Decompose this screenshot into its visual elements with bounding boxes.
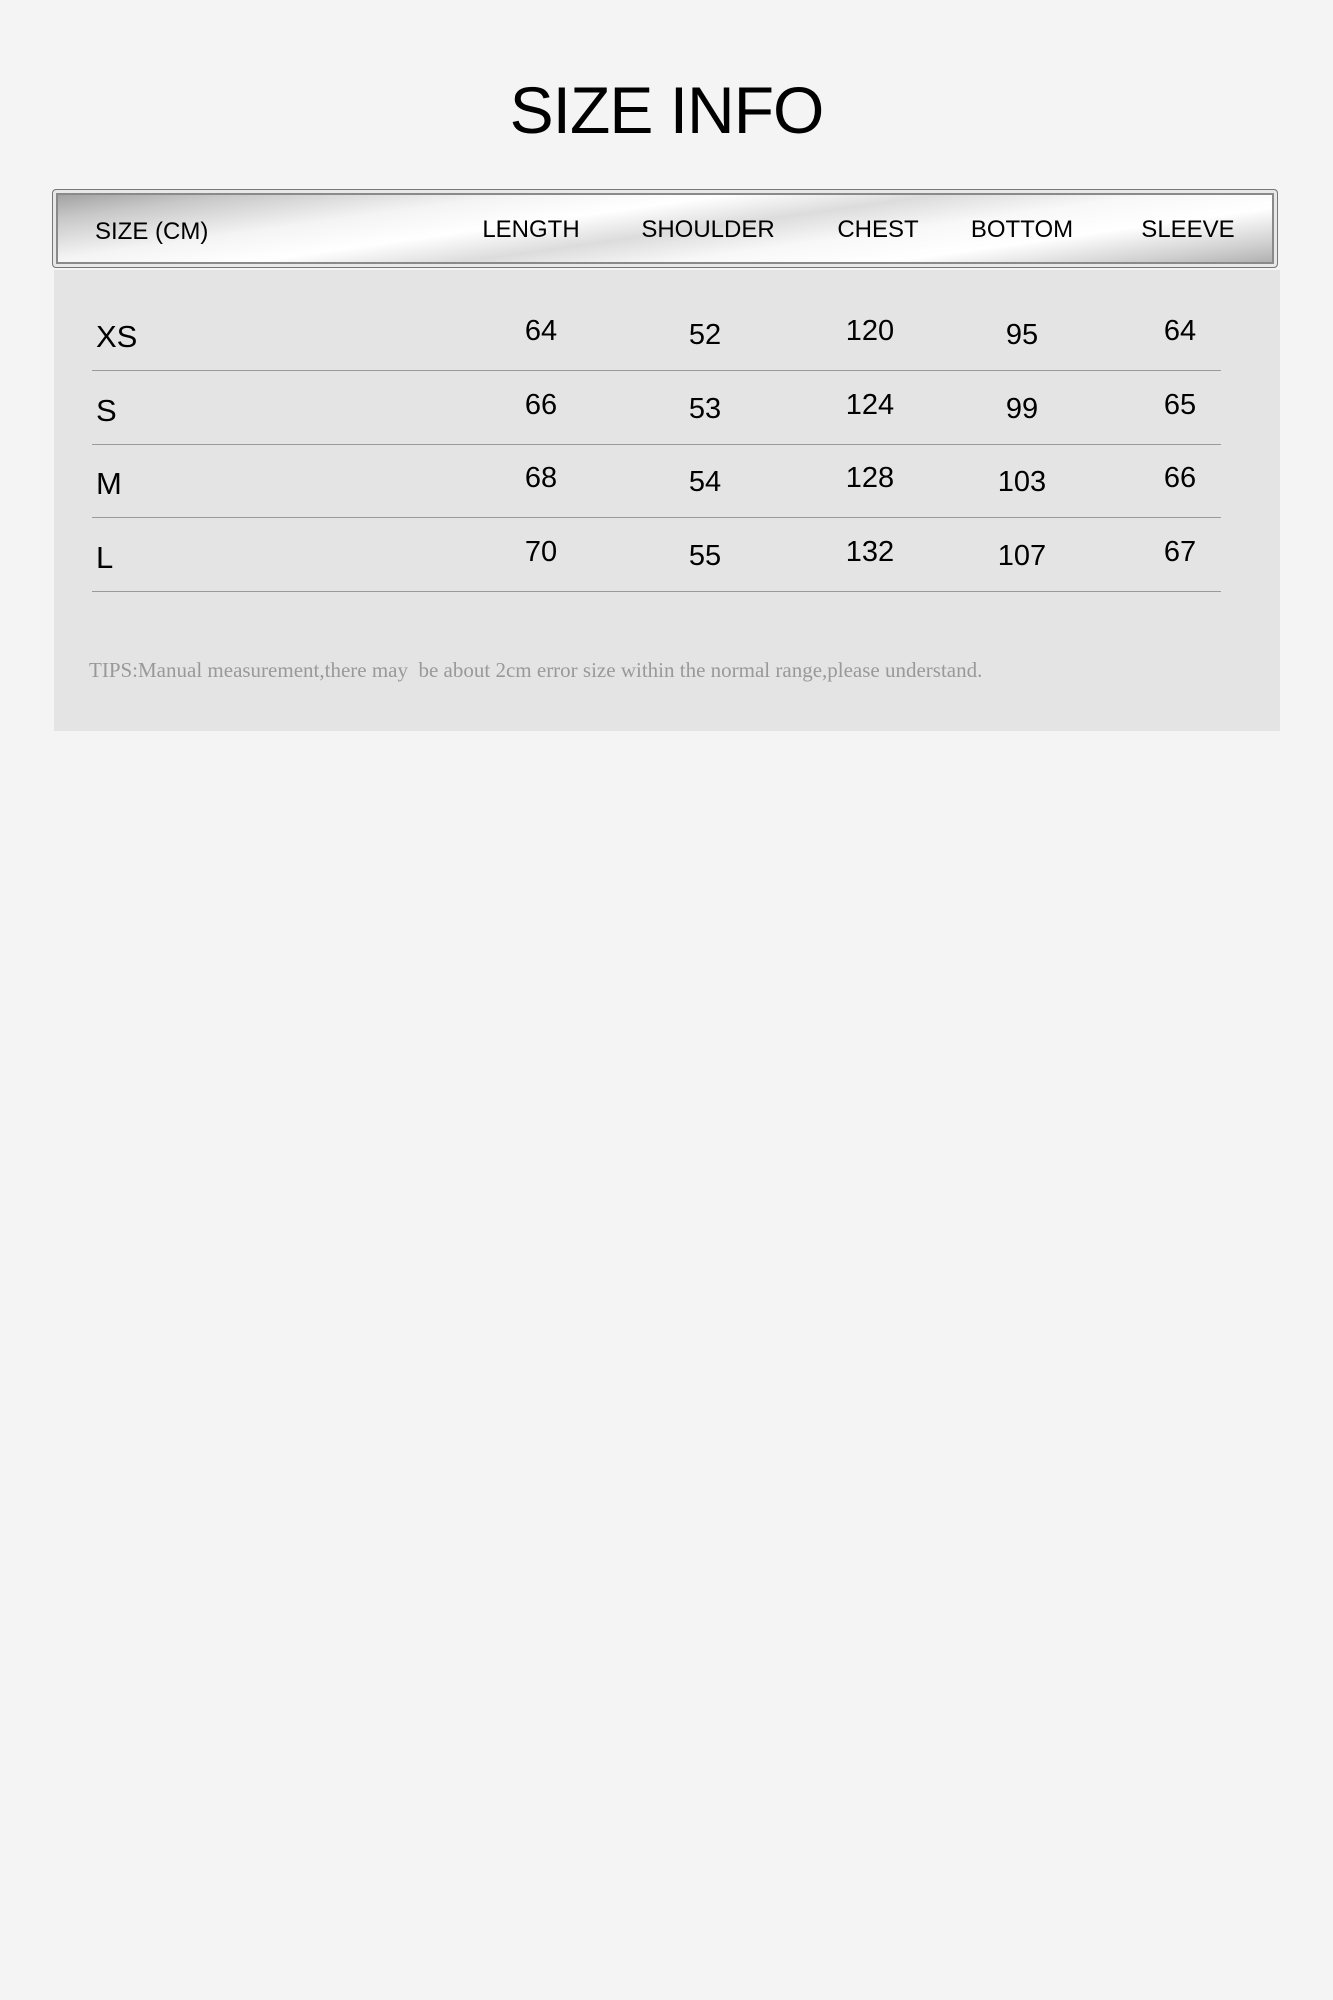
cell-shoulder: 54: [688, 466, 722, 498]
cell-bottom: 107: [997, 539, 1047, 572]
cell-shoulder: 53: [688, 392, 722, 425]
cell-shoulder: 55: [688, 539, 722, 572]
table-row: M 68 54 128 103 66: [92, 444, 1221, 518]
cell-sleeve: 65: [1163, 388, 1197, 421]
cell-bottom: 103: [997, 466, 1047, 498]
size-label: M: [96, 466, 122, 501]
tips-note: TIPS:Manual measurement,there may be abo…: [89, 658, 983, 682]
column-header-chest: CHEST: [837, 216, 919, 243]
cell-shoulder: 52: [688, 319, 722, 351]
cell-length: 70: [524, 535, 558, 568]
table-row: L 70 55 132 107 67: [92, 518, 1221, 592]
cell-chest: 132: [845, 535, 895, 568]
cell-sleeve: 66: [1163, 462, 1197, 494]
size-label: XS: [96, 319, 138, 354]
column-header-length: LENGTH: [482, 216, 580, 243]
size-label: S: [96, 392, 117, 428]
cell-length: 68: [524, 462, 558, 494]
cell-length: 64: [524, 315, 558, 347]
cell-sleeve: 67: [1163, 535, 1197, 568]
table-row: XS 64 52 120 95 64: [92, 297, 1221, 371]
column-header-sleeve: SLEEVE: [1141, 216, 1235, 243]
table-header-bar: [52, 189, 1278, 268]
cell-chest: 128: [845, 462, 895, 494]
table-row: S 66 53 124 99 65: [92, 371, 1221, 445]
cell-chest: 124: [845, 388, 895, 421]
column-header-shoulder: SHOULDER: [641, 216, 775, 243]
column-header-bottom: BOTTOM: [970, 216, 1074, 243]
cell-sleeve: 64: [1163, 315, 1197, 347]
cell-bottom: 95: [1005, 319, 1039, 351]
page-title: SIZE INFO: [509, 73, 825, 147]
size-label: L: [96, 539, 114, 575]
cell-chest: 120: [845, 315, 895, 347]
column-header-size-cm: SIZE (CM): [95, 218, 209, 245]
cell-length: 66: [524, 388, 558, 421]
size-table-panel: [54, 270, 1280, 731]
cell-bottom: 99: [1005, 392, 1039, 425]
